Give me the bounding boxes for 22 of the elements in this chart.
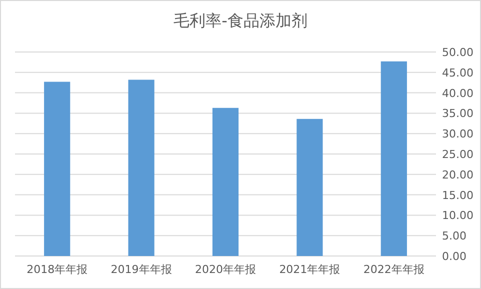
x-tick-label: 2022年年报 bbox=[363, 263, 424, 276]
y-tick-label: 0.00 bbox=[442, 250, 466, 263]
y-tick-label: 30.00 bbox=[442, 128, 474, 141]
y-tick-label: 5.00 bbox=[442, 230, 466, 243]
y-tick-label: 20.00 bbox=[442, 168, 474, 182]
bar bbox=[212, 108, 239, 256]
y-tick-label: 35.00 bbox=[442, 107, 474, 120]
y-tick-label: 25.00 bbox=[442, 148, 474, 161]
y-tick-label: 45.00 bbox=[442, 66, 474, 80]
y-tick-label: 10.00 bbox=[442, 209, 474, 222]
y-tick-label: 40.00 bbox=[442, 86, 474, 100]
x-tick-label: 2021年年报 bbox=[279, 263, 340, 276]
bar bbox=[128, 80, 154, 256]
x-tick-label: 2019年年报 bbox=[110, 263, 172, 276]
chart-title: 毛利率-食品添加剂 bbox=[174, 11, 308, 30]
bar bbox=[296, 118, 323, 256]
bar bbox=[44, 82, 70, 256]
x-tick-label: 2018年年报 bbox=[26, 263, 88, 276]
y-tick-label: 50.00 bbox=[442, 46, 474, 59]
y-tick-label: 15.00 bbox=[442, 188, 474, 202]
bar bbox=[380, 61, 407, 256]
x-tick-label: 2020年年报 bbox=[195, 263, 256, 276]
